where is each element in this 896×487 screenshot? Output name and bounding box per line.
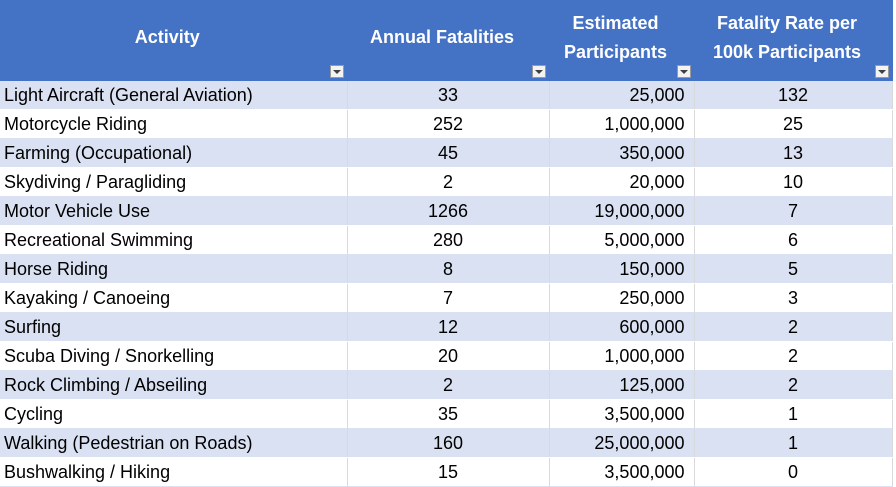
cell-activity[interactable]: Motor Vehicle Use — [0, 196, 348, 226]
cell-rate[interactable]: 2 — [694, 370, 893, 400]
header-label: Estimated Participants — [563, 12, 668, 62]
cell-fatalities[interactable]: 1266 — [347, 196, 550, 226]
cell-participants[interactable]: 1,000,000 — [549, 341, 695, 371]
dropdown-arrow-icon[interactable] — [676, 65, 691, 78]
cell-rate[interactable]: 1 — [694, 428, 893, 458]
header-estimated-participants: Estimated Participants — [549, 0, 695, 81]
header-label: Fatality Rate per 100k Participants — [712, 12, 862, 62]
table-row[interactable]: Rock Climbing / Abseiling 2 125,000 2 — [0, 370, 893, 400]
cell-fatalities[interactable]: 45 — [347, 138, 550, 168]
table-row[interactable]: Motor Vehicle Use 1266 19,000,000 7 — [0, 196, 893, 226]
table-row[interactable]: Recreational Swimming 280 5,000,000 6 — [0, 225, 893, 255]
cell-rate[interactable]: 2 — [694, 341, 893, 371]
dropdown-arrow-icon[interactable] — [874, 65, 889, 78]
cell-rate[interactable]: 132 — [694, 81, 893, 110]
cell-activity[interactable]: Horse Riding — [0, 254, 348, 284]
cell-activity[interactable]: Bushwalking / Hiking — [0, 457, 348, 487]
cell-participants[interactable]: 1,000,000 — [549, 109, 695, 139]
cell-activity[interactable]: Walking (Pedestrian on Roads) — [0, 428, 348, 458]
cell-participants[interactable]: 150,000 — [549, 254, 695, 284]
header-label: Activity — [134, 27, 200, 47]
cell-rate[interactable]: 2 — [694, 312, 893, 342]
cell-rate[interactable]: 0 — [694, 457, 893, 487]
cell-rate[interactable]: 5 — [694, 254, 893, 284]
cell-rate[interactable]: 6 — [694, 225, 893, 255]
table-row[interactable]: Motorcycle Riding 252 1,000,000 25 — [0, 109, 893, 139]
cell-participants[interactable]: 5,000,000 — [549, 225, 695, 255]
cell-activity[interactable]: Kayaking / Canoeing — [0, 283, 348, 313]
cell-rate[interactable]: 7 — [694, 196, 893, 226]
cell-fatalities[interactable]: 8 — [347, 254, 550, 284]
cell-activity[interactable]: Skydiving / Paragliding — [0, 167, 348, 197]
cell-fatalities[interactable]: 20 — [347, 341, 550, 371]
cell-fatalities[interactable]: 33 — [347, 81, 550, 110]
table-row[interactable]: Horse Riding 8 150,000 5 — [0, 254, 893, 284]
table-row[interactable]: Scuba Diving / Snorkelling 20 1,000,000 2 — [0, 341, 893, 371]
cell-activity[interactable]: Farming (Occupational) — [0, 138, 348, 168]
table-row[interactable]: Surfing 12 600,000 2 — [0, 312, 893, 342]
cell-fatalities[interactable]: 35 — [347, 399, 550, 429]
header-annual-fatalities: Annual Fatalities — [347, 0, 550, 81]
cell-fatalities[interactable]: 12 — [347, 312, 550, 342]
cell-fatalities[interactable]: 252 — [347, 109, 550, 139]
table-row[interactable]: Farming (Occupational) 45 350,000 13 — [0, 138, 893, 168]
cell-participants[interactable]: 125,000 — [549, 370, 695, 400]
cell-activity[interactable]: Rock Climbing / Abseiling — [0, 370, 348, 400]
cell-fatalities[interactable]: 160 — [347, 428, 550, 458]
header-activity: Activity — [0, 0, 348, 81]
cell-fatalities[interactable]: 15 — [347, 457, 550, 487]
cell-participants[interactable]: 20,000 — [549, 167, 695, 197]
cell-participants[interactable]: 3,500,000 — [549, 399, 695, 429]
cell-activity[interactable]: Recreational Swimming — [0, 225, 348, 255]
cell-activity[interactable]: Light Aircraft (General Aviation) — [0, 81, 348, 110]
header-label: Annual Fatalities — [369, 27, 515, 47]
table-row[interactable]: Cycling 35 3,500,000 1 — [0, 399, 893, 429]
cell-fatalities[interactable]: 2 — [347, 370, 550, 400]
cell-rate[interactable]: 25 — [694, 109, 893, 139]
dropdown-arrow-icon[interactable] — [329, 65, 344, 78]
table-row[interactable]: Skydiving / Paragliding 2 20,000 10 — [0, 167, 893, 197]
header-row: Activity Annual Fatalities Estimated Par… — [0, 0, 893, 81]
cell-participants[interactable]: 25,000,000 — [549, 428, 695, 458]
cell-fatalities[interactable]: 7 — [347, 283, 550, 313]
dropdown-arrow-icon[interactable] — [531, 65, 546, 78]
cell-participants[interactable]: 350,000 — [549, 138, 695, 168]
header-fatality-rate: Fatality Rate per 100k Participants — [694, 0, 893, 81]
cell-fatalities[interactable]: 280 — [347, 225, 550, 255]
cell-participants[interactable]: 3,500,000 — [549, 457, 695, 487]
cell-rate[interactable]: 1 — [694, 399, 893, 429]
table-row[interactable]: Light Aircraft (General Aviation) 33 25,00… — [0, 81, 893, 110]
cell-rate[interactable]: 3 — [694, 283, 893, 313]
cell-participants[interactable]: 25,000 — [549, 81, 695, 110]
cell-rate[interactable]: 13 — [694, 138, 893, 168]
table-row[interactable]: Walking (Pedestrian on Roads) 160 25,000,0… — [0, 428, 893, 458]
cell-activity[interactable]: Cycling — [0, 399, 348, 429]
table-row[interactable]: Kayaking / Canoeing 7 250,000 3 — [0, 283, 893, 313]
cell-activity[interactable]: Surfing — [0, 312, 348, 342]
table-row[interactable]: Bushwalking / Hiking 15 3,500,000 0 — [0, 457, 893, 487]
cell-participants[interactable]: 600,000 — [549, 312, 695, 342]
cell-activity[interactable]: Motorcycle Riding — [0, 109, 348, 139]
cell-fatalities[interactable]: 2 — [347, 167, 550, 197]
cell-rate[interactable]: 10 — [694, 167, 893, 197]
cell-participants[interactable]: 19,000,000 — [549, 196, 695, 226]
cell-participants[interactable]: 250,000 — [549, 283, 695, 313]
cell-activity[interactable]: Scuba Diving / Snorkelling — [0, 341, 348, 371]
